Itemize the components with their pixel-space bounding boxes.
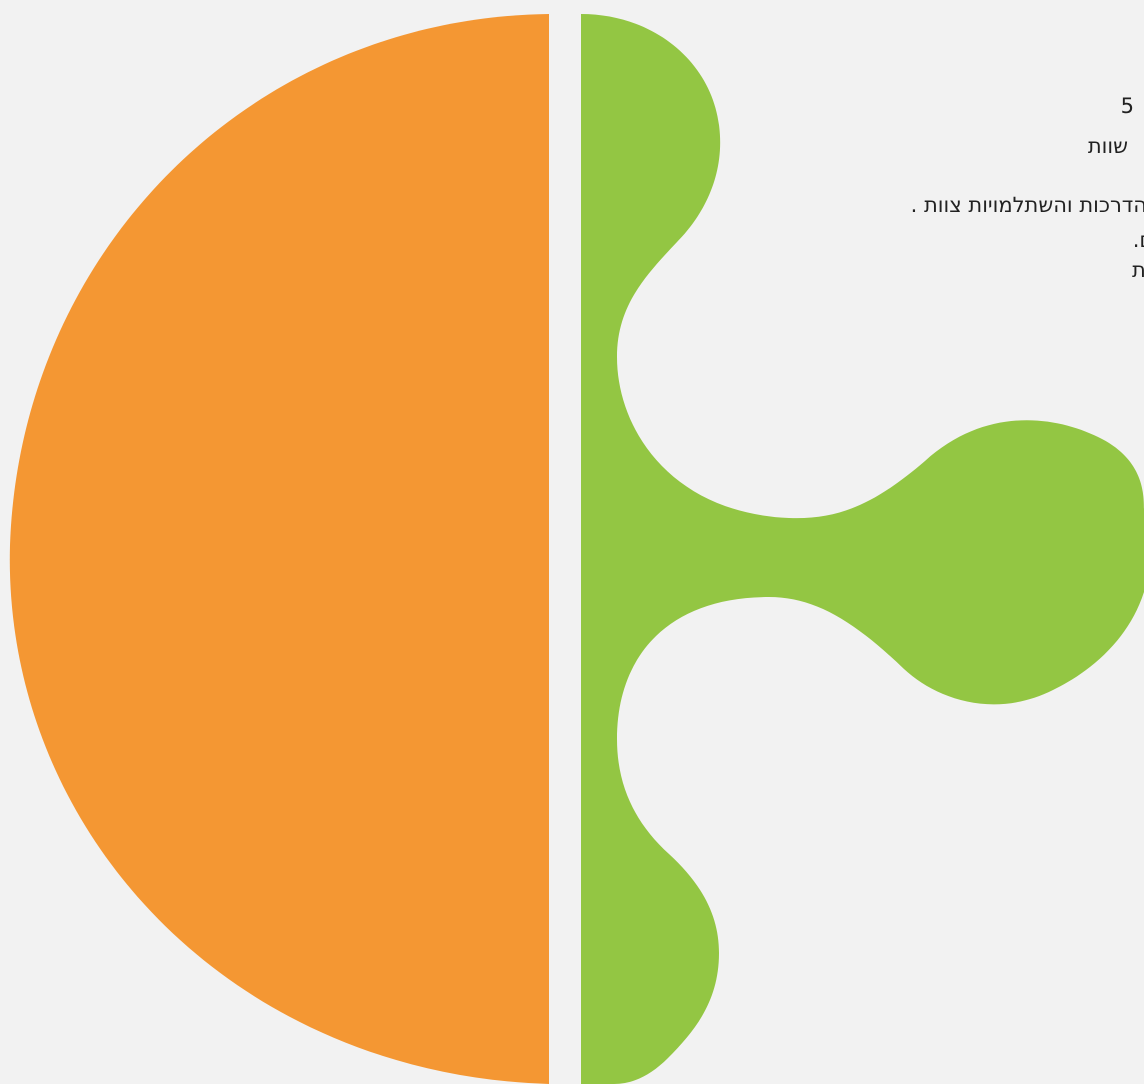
text-line-2: שוות — [1087, 134, 1128, 158]
text-line-1: 5 — [1120, 94, 1134, 118]
orange-half-circle — [9, 14, 550, 1084]
hebrew-text-block: 5 שוות הדרכות והשתלמויות צוות . ים. דית — [760, 92, 1144, 352]
green-puzzle-shape — [581, 14, 1144, 1084]
text-line-3: הדרכות והשתלמויות צוות . — [910, 193, 1144, 217]
text-line-5: דית — [1132, 258, 1144, 282]
text-line-4: ים. — [1132, 228, 1144, 252]
